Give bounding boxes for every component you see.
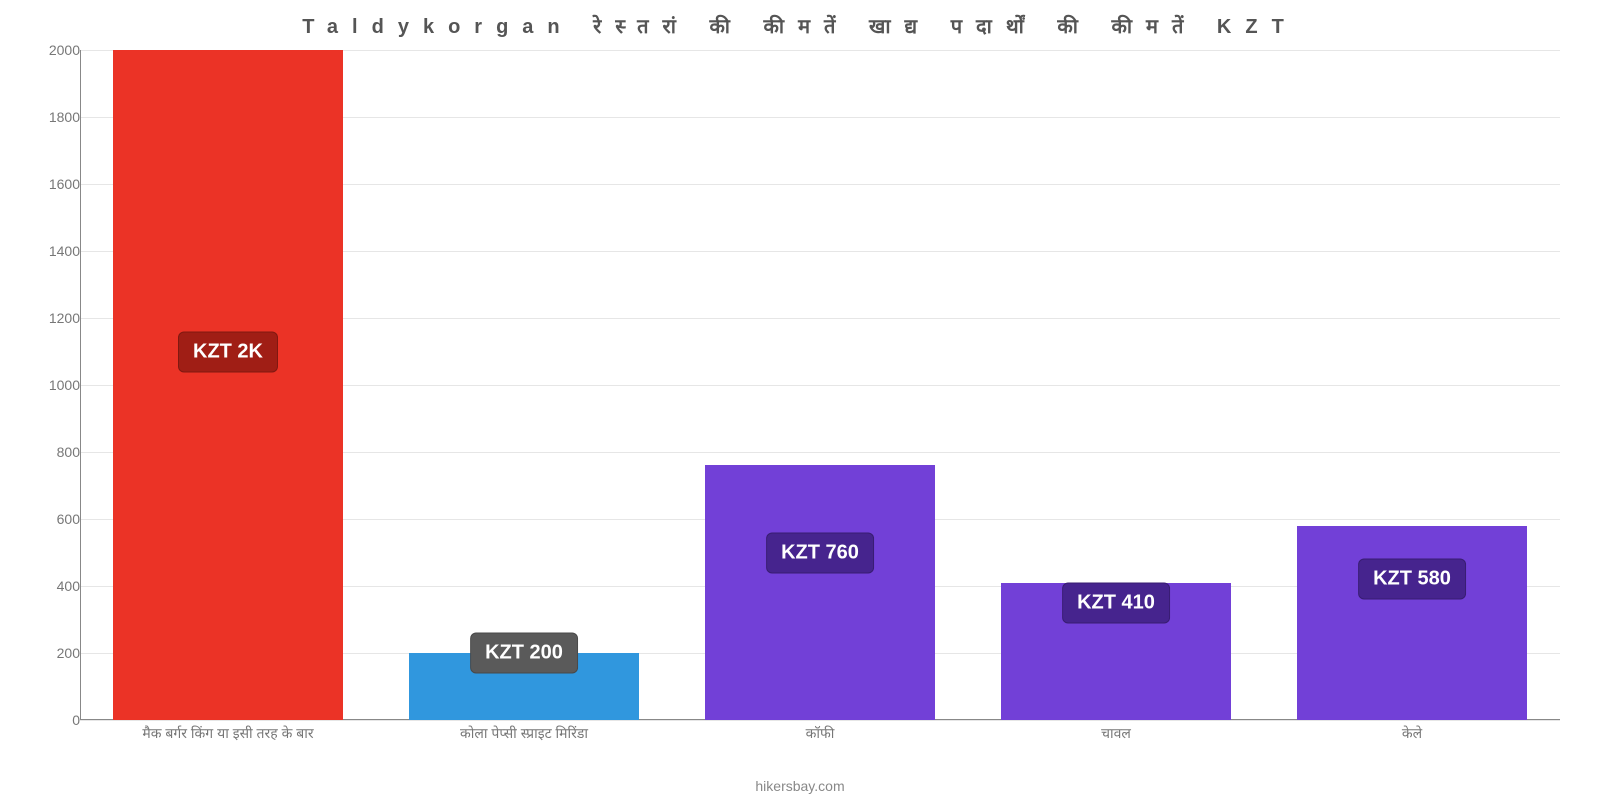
y-tick-label: 600 [0,511,80,527]
bars-group: KZT 2K KZT 200 KZT 760 KZT 410 KZT 580 [80,50,1560,720]
y-tick-label: 1400 [0,243,80,259]
chart-title: Taldykorgan रेस्तरां की कीमतें खाद्य पदा… [0,12,1600,39]
value-label: KZT 580 [1358,559,1466,600]
y-tick-label: 0 [0,712,80,728]
value-label: KZT 410 [1062,582,1170,623]
x-category-label: मैक बर्गर किंग या इसी तरह के बार [142,724,313,743]
bar [705,465,936,720]
y-tick-label: 800 [0,444,80,460]
y-tick-label: 1600 [0,176,80,192]
bar [113,50,344,720]
y-tick-label: 1800 [0,109,80,125]
y-tick-label: 2000 [0,42,80,58]
x-category-label: चावल [1101,724,1131,743]
value-label: KZT 760 [766,532,874,573]
y-tick-label: 400 [0,578,80,594]
x-category-label: कॉफी [806,724,835,743]
plot-area: KZT 2K KZT 200 KZT 760 KZT 410 KZT 580 [80,50,1560,720]
y-tick-label: 1200 [0,310,80,326]
x-category-label: केले [1402,724,1422,743]
x-category-label: कोला पेप्सी स्प्राइट मिरिंडा [460,724,588,743]
y-tick-label: 200 [0,645,80,661]
value-label: KZT 2K [178,331,278,372]
value-label: KZT 200 [470,633,578,674]
y-tick-label: 1000 [0,377,80,393]
grid-line [80,720,1560,721]
chart-container: Taldykorgan रेस्तरां की कीमतें खाद्य पदा… [0,0,1600,800]
bar [1297,526,1528,720]
attribution-text: hikersbay.com [0,778,1600,794]
